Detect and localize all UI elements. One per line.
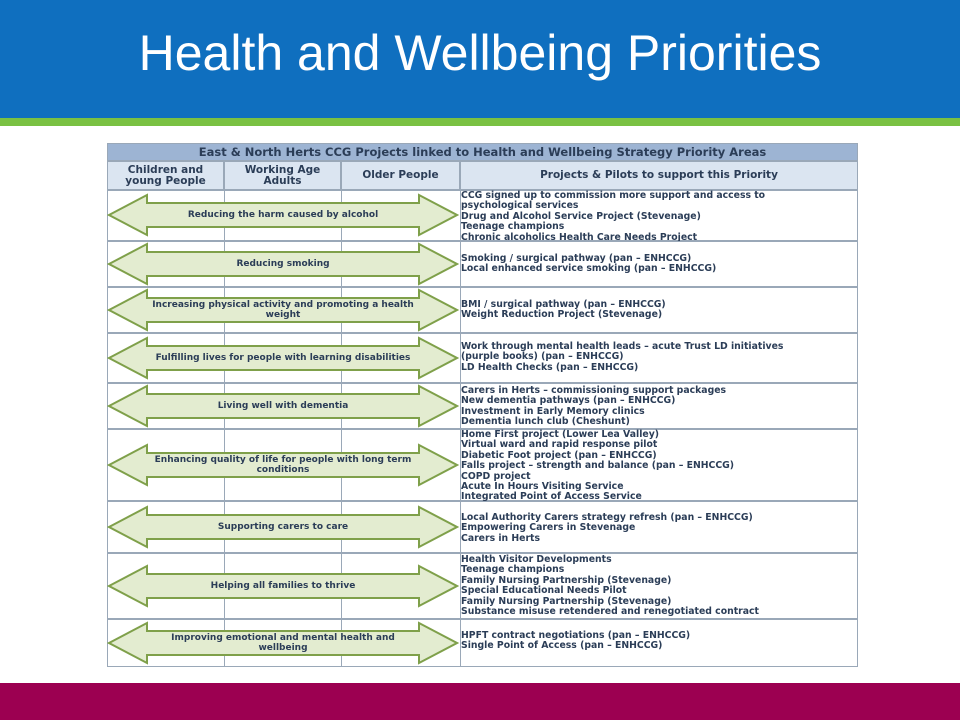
double-arrow-icon [107, 242, 459, 286]
project-item: Family Nursing Partnership (Stevenage) [461, 595, 672, 607]
priority-arrow: Fulfilling lives for people with learnin… [107, 336, 459, 380]
project-list: Health Visitor Developments Teenage cham… [461, 554, 759, 618]
project-item: Empowering Carers in Stevenage [461, 522, 636, 534]
table-row [107, 190, 858, 241]
slide-title: Health and Wellbeing Priorities [138, 25, 822, 81]
project-item: Dementia lunch club (Cheshunt) [461, 416, 630, 428]
priority-label: Reducing smoking [236, 259, 330, 269]
project-item: CCG signed up to commission more support… [461, 190, 766, 201]
project-item: Health Visitor Developments [461, 554, 612, 565]
header-bar: Health and Wellbeing Priorities [0, 0, 960, 118]
priority-label: Living well with dementia [217, 401, 349, 411]
table-title: East & North Herts CCG Projects linked t… [107, 143, 858, 161]
project-item: Special Educational Needs Pilot [461, 585, 627, 597]
double-arrow-icon [107, 505, 459, 549]
double-arrow-icon [107, 384, 459, 428]
priority-label: Reducing the harm caused by alcohol [187, 210, 379, 220]
priority-label: Increasing physical activity and promoti… [152, 300, 414, 320]
header-accent-rule [0, 118, 960, 126]
double-arrow-icon [107, 193, 459, 237]
footer-bar [0, 683, 960, 720]
project-item: Teenage champions [461, 564, 565, 576]
column-header-older: Older People [341, 161, 460, 190]
project-item: Carers in Herts – commissioning support … [461, 385, 727, 396]
project-item: (purple books) (pan – ENHCCG) [461, 351, 624, 363]
priority-label: Enhancing quality of life for people wit… [154, 455, 412, 475]
priority-arrow: Reducing smoking [107, 242, 459, 286]
project-item: Local enhanced service smoking (pan – EN… [461, 263, 717, 275]
project-list: Work through mental health leads – acute… [461, 341, 784, 373]
project-item: Investment in Early Memory clinics [461, 405, 645, 417]
project-item: COPD project [461, 470, 531, 482]
double-arrow-icon [107, 443, 459, 487]
priority-arrow: Improving emotional and mental health an… [107, 621, 459, 665]
project-item: Home First project (Lower Lea Valley) [461, 429, 660, 440]
column-header-children: Children and young People [107, 161, 224, 190]
project-item: Teenage champions [461, 221, 565, 233]
project-item: Weight Reduction Project (Stevenage) [461, 309, 663, 321]
priority-label: Helping all families to thrive [210, 581, 356, 591]
priority-arrow: Reducing the harm caused by alcohol [107, 193, 459, 237]
double-arrow-icon [107, 621, 459, 665]
project-list: Local Authority Carers strategy refresh … [461, 512, 753, 544]
project-item: Diabetic Foot project (pan – ENHCCG) [461, 449, 657, 461]
project-item: Substance misuse retendered and renegoti… [461, 606, 759, 618]
column-header-projects: Projects & Pilots to support this Priori… [460, 161, 858, 190]
project-item: Family Nursing Partnership (Stevenage) [461, 574, 672, 586]
project-list: Smoking / surgical pathway (pan – ENHCCG… [461, 253, 717, 275]
project-item: Single Point of Access (pan – ENHCCG) [461, 640, 663, 652]
project-item: LD Health Checks (pan – ENHCCG) [461, 361, 639, 373]
priority-arrow: Living well with dementia [107, 384, 459, 428]
priority-arrow: Supporting carers to care [107, 505, 459, 549]
project-item: Integrated Point of Access Service [461, 491, 642, 503]
double-arrow-icon [107, 288, 459, 332]
project-list: BMI / surgical pathway (pan – ENHCCG) We… [461, 299, 666, 321]
project-item: HPFT contract negotiations (pan – ENHCCG… [461, 630, 691, 641]
project-list: Home First project (Lower Lea Valley) Vi… [461, 429, 735, 503]
project-list: CCG signed up to commission more support… [461, 190, 766, 243]
priority-label: Fulfilling lives for people with learnin… [155, 353, 411, 363]
project-item: Carers in Herts [461, 532, 541, 544]
project-item: Virtual ward and rapid response pilot [461, 439, 658, 451]
priorities-table: East & North Herts CCG Projects linked t… [107, 143, 858, 667]
project-item: Local Authority Carers strategy refresh … [461, 512, 753, 523]
priority-label: Improving emotional and mental health an… [171, 633, 395, 653]
column-header-working-age: Working Age Adults [224, 161, 341, 190]
project-item: Work through mental health leads – acute… [461, 341, 784, 352]
priority-arrow: Helping all families to thrive [107, 564, 459, 608]
project-list: HPFT contract negotiations (pan – ENHCCG… [461, 630, 691, 652]
project-item: Smoking / surgical pathway (pan – ENHCCG… [461, 253, 692, 264]
project-item: Falls project – strength and balance (pa… [461, 460, 735, 472]
priority-label: Supporting carers to care [217, 522, 349, 532]
project-item: New dementia pathways (pan – ENHCCG) [461, 395, 676, 407]
project-item: Drug and Alcohol Service Project (Steven… [461, 210, 701, 222]
double-arrow-icon [107, 564, 459, 608]
priority-arrow: Increasing physical activity and promoti… [107, 288, 459, 332]
project-item: Acute In Hours Visiting Service [461, 481, 624, 493]
project-item: Chronic alcoholics Health Care Needs Pro… [461, 231, 698, 243]
priority-arrow: Enhancing quality of life for people wit… [107, 443, 459, 487]
project-item: psychological services [461, 200, 579, 212]
project-list: Carers in Herts – commissioning support … [461, 385, 727, 428]
double-arrow-icon [107, 336, 459, 380]
project-item: BMI / surgical pathway (pan – ENHCCG) [461, 299, 666, 310]
